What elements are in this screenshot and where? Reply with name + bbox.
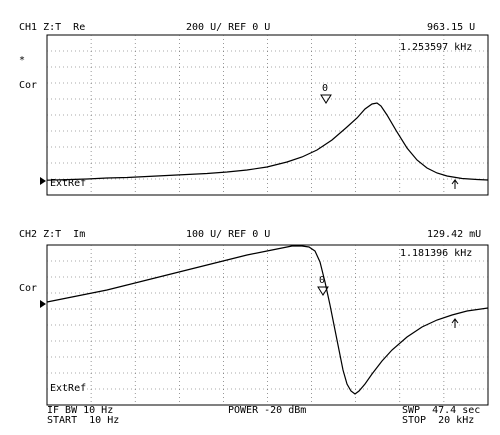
ch1-star-indicator: * xyxy=(19,55,26,66)
ch2-graticule xyxy=(46,244,489,406)
ch2-marker-frequency: 1.181396 kHz xyxy=(400,248,473,259)
ch2-sub-marker-icon xyxy=(451,318,459,328)
stop-frequency-label: STOP 20 kHz xyxy=(402,415,475,426)
ch2-scale-label: 100 U/ REF 0 U xyxy=(186,229,271,240)
ch1-scale-label: 200 U/ REF 0 U xyxy=(186,22,271,33)
ch2-trace xyxy=(46,245,489,395)
ch2-reference-arrow-icon xyxy=(40,300,46,308)
ch1-graticule xyxy=(46,34,489,196)
ch2-marker-triangle-icon xyxy=(317,286,329,296)
ch1-marker-value: 963.15 U xyxy=(427,22,476,33)
power-label: POWER -20 dBm xyxy=(228,405,307,416)
sweep-time-label: SWP 47.4 sec xyxy=(402,405,481,416)
ch2-grid xyxy=(47,245,488,405)
ch1-channel-label: CH1 Z:T Re xyxy=(19,22,86,33)
ch2-extref-label: ExtRef xyxy=(50,383,87,394)
ch2-correction-label: Cor xyxy=(19,283,38,294)
ch1-marker-number: 0 xyxy=(322,83,329,94)
ch1-sub-marker-icon xyxy=(451,179,459,189)
ch1-marker-frequency: 1.253597 kHz xyxy=(400,42,473,53)
ch2-channel-label: CH2 Z:T Im xyxy=(19,229,86,240)
ch1-grid xyxy=(47,35,488,195)
ch1-extref-label: ExtRef xyxy=(50,178,87,189)
ch2-marker-number: 0 xyxy=(319,275,326,286)
ch2-marker-value: 129.42 mU xyxy=(427,229,482,240)
ch1-reference-arrow-icon xyxy=(40,177,46,185)
start-frequency-label: START 10 Hz xyxy=(47,415,120,426)
ch1-correction-label: Cor xyxy=(19,80,38,91)
if-bandwidth-label: IF BW 10 Hz xyxy=(47,405,114,416)
ch1-marker-triangle-icon xyxy=(320,94,332,104)
ch1-trace xyxy=(46,102,489,181)
